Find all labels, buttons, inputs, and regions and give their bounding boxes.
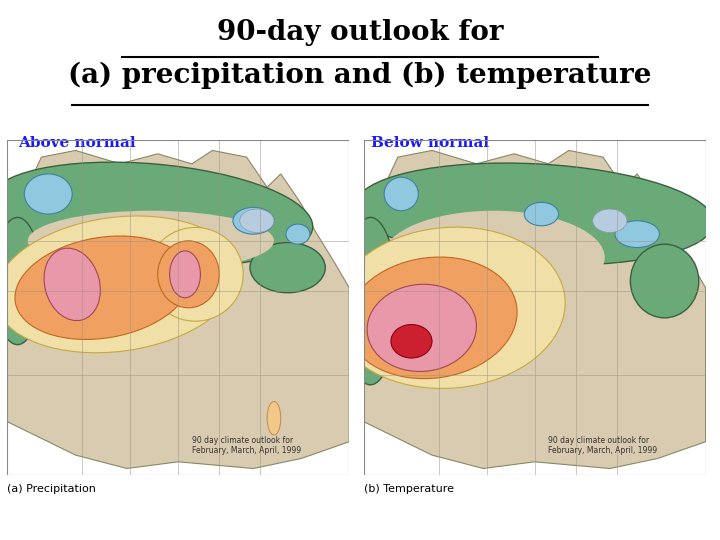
Ellipse shape [233, 207, 274, 234]
Ellipse shape [24, 174, 72, 214]
Text: (a) Precipitation: (a) Precipitation [7, 484, 96, 494]
Ellipse shape [0, 162, 312, 266]
Text: (b) Temperature: (b) Temperature [364, 484, 454, 494]
Ellipse shape [355, 163, 714, 265]
Ellipse shape [0, 218, 42, 345]
Ellipse shape [593, 209, 627, 232]
Ellipse shape [382, 211, 605, 305]
Ellipse shape [170, 251, 200, 298]
Text: Below normal: Below normal [371, 136, 489, 150]
Ellipse shape [333, 227, 565, 388]
Ellipse shape [631, 244, 698, 318]
Ellipse shape [384, 177, 418, 211]
Text: (a) precipitation and (b) temperature: (a) precipitation and (b) temperature [68, 62, 652, 90]
Ellipse shape [148, 227, 243, 321]
Ellipse shape [27, 211, 274, 271]
Ellipse shape [343, 218, 397, 385]
Ellipse shape [15, 236, 191, 340]
Ellipse shape [250, 242, 325, 293]
Text: Below normal: Below normal [18, 309, 136, 323]
Text: 90 day climate outlook for
February, March, April, 1999: 90 day climate outlook for February, Mar… [192, 436, 301, 455]
Text: 90 day climate outlook for
February, March, April, 1999: 90 day climate outlook for February, Mar… [549, 436, 657, 455]
Polygon shape [7, 151, 349, 469]
Text: Above normal: Above normal [18, 136, 135, 150]
Ellipse shape [615, 221, 660, 247]
Text: Above normal: Above normal [371, 330, 488, 345]
Ellipse shape [367, 284, 477, 372]
Ellipse shape [347, 257, 517, 379]
Ellipse shape [240, 209, 274, 232]
Text: 90-day outlook for: 90-day outlook for [217, 19, 503, 46]
Ellipse shape [391, 325, 432, 358]
Ellipse shape [286, 224, 310, 244]
Ellipse shape [0, 216, 239, 353]
Polygon shape [364, 151, 706, 469]
Ellipse shape [44, 248, 100, 321]
Ellipse shape [158, 241, 220, 308]
Ellipse shape [267, 402, 281, 435]
Ellipse shape [524, 202, 559, 226]
